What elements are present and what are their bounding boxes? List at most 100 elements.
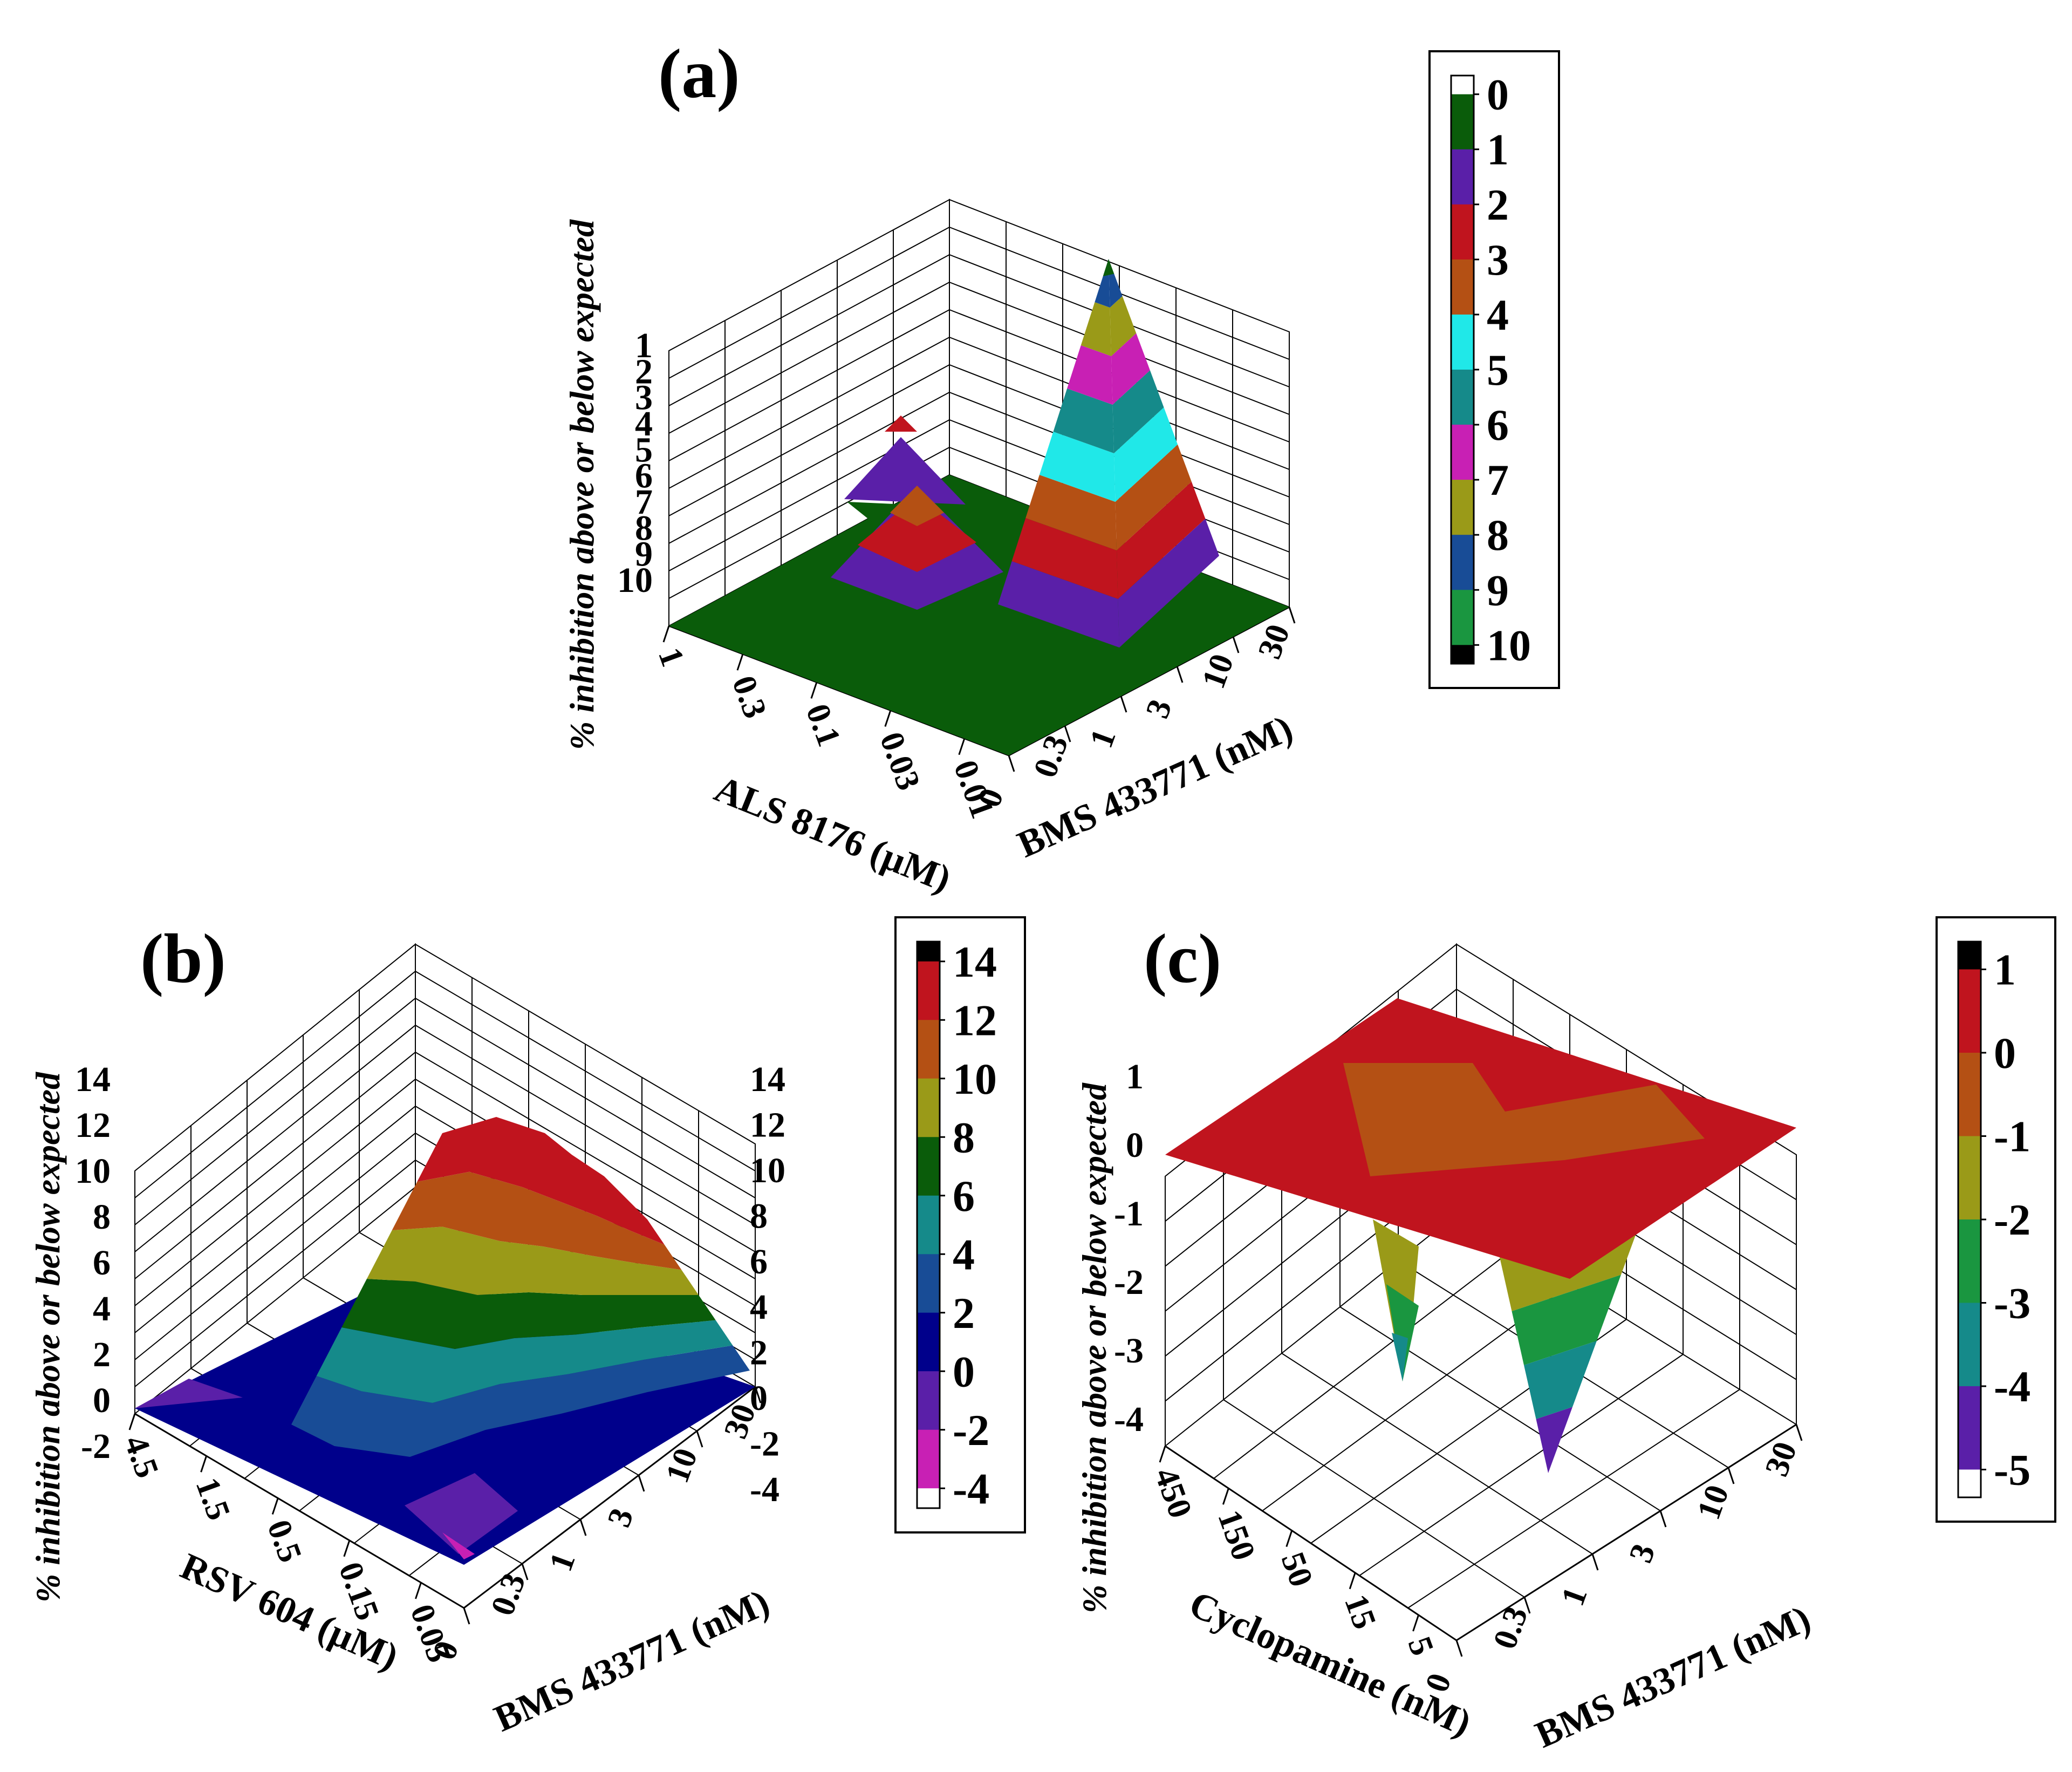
- legend-swatch: [1451, 94, 1474, 150]
- y-tick-label: 3: [600, 1503, 641, 1531]
- x-axis-title: ALS 8176 (µM): [709, 768, 956, 900]
- x-tick-label: 15: [1337, 1590, 1383, 1634]
- grid-line: [668, 227, 950, 379]
- legend-label: 9: [1487, 565, 1509, 615]
- peak-facet: [1114, 407, 1178, 502]
- legend-swatch: [1451, 259, 1474, 315]
- x-axis-title: Cyclopamine (nM): [1183, 1583, 1477, 1744]
- peak-facet: [1115, 444, 1192, 550]
- peak-facet: [858, 496, 976, 572]
- y-tick-label: 30: [1251, 619, 1297, 664]
- legend-label: 1: [1487, 125, 1509, 174]
- y-tick-mark: [463, 1607, 470, 1625]
- grid-line: [134, 1052, 416, 1279]
- z-tick-label: 10: [617, 561, 653, 600]
- y-tick-label: 1: [1554, 1582, 1595, 1610]
- grid-line: [668, 364, 950, 516]
- x-tick-label: 0.1: [799, 699, 847, 751]
- z-tick-label: 12: [75, 1106, 111, 1145]
- x-tick-mark: [1222, 1488, 1229, 1505]
- x-tick-mark: [1349, 1572, 1356, 1590]
- ridge-facet: [417, 1117, 665, 1245]
- y-tick-mark: [1064, 725, 1071, 742]
- x-tick-label: 0.5: [260, 1515, 309, 1567]
- y-tick-mark: [696, 1430, 703, 1448]
- legend-label: 3: [1487, 235, 1509, 284]
- z-tick-label-right: 14: [750, 1060, 785, 1099]
- z-tick-label: 10: [75, 1151, 111, 1191]
- y-tick-label: 3: [1139, 694, 1179, 723]
- z-tick-label: 3: [635, 378, 653, 418]
- legend-label: 14: [953, 937, 997, 986]
- z-tick-label: -2: [81, 1427, 111, 1466]
- x-tick-mark: [1412, 1614, 1419, 1632]
- legend-label: 6: [1487, 400, 1509, 449]
- legend-swatch: [1958, 942, 1981, 970]
- z-tick-label-right: 6: [750, 1242, 768, 1282]
- x-tick-mark: [128, 1413, 136, 1430]
- z-axis-title: % inhibition above or below expected: [563, 219, 601, 750]
- legend-label: 5: [1487, 345, 1509, 394]
- legend-label: -2: [953, 1406, 989, 1455]
- dip-facet: [442, 1532, 475, 1559]
- z-tick-label: 5: [635, 430, 653, 469]
- dip-facet: [1392, 1333, 1408, 1381]
- legend-swatch: [1451, 535, 1474, 591]
- z-axis-title: % inhibition above or below expected: [29, 1072, 67, 1603]
- legend-swatch: [1451, 590, 1474, 646]
- peak-facet: [1112, 370, 1164, 453]
- z-tick-label-right: -2: [750, 1425, 779, 1464]
- dip-facet: [1536, 1407, 1572, 1473]
- dip-facet: [405, 1473, 518, 1554]
- y-tick-label: 0.3: [1486, 1602, 1535, 1654]
- x-tick-mark: [884, 710, 892, 727]
- legend-swatch: [1958, 1219, 1981, 1304]
- y-tick-mark: [1659, 1510, 1667, 1528]
- x-tick-label: 0.3: [725, 671, 774, 723]
- peak-facet: [1011, 518, 1118, 599]
- z-tick-label: 2: [93, 1335, 111, 1374]
- y-tick-mark: [1008, 755, 1015, 772]
- legend-label: -4: [1994, 1362, 2030, 1411]
- z-tick-label: 4: [93, 1289, 111, 1328]
- peak-facet: [1117, 481, 1206, 599]
- legend-label: 4: [953, 1230, 975, 1279]
- floor-edge: [463, 1386, 756, 1609]
- y-tick-mark: [1795, 1424, 1803, 1441]
- legend-label: 6: [953, 1171, 975, 1221]
- grid-line: [134, 971, 416, 1198]
- legend-swatch: [1958, 1136, 1981, 1220]
- legend-swatch: [1451, 425, 1474, 481]
- z-tick-label: -4: [1114, 1400, 1144, 1439]
- legend-swatch: [917, 1020, 940, 1079]
- ridge-facet: [291, 1345, 750, 1457]
- legend-swatch: [1451, 76, 1474, 95]
- z-tick-label: 6: [93, 1243, 111, 1283]
- z-axis-title: % inhibition above or below expected: [1075, 1082, 1113, 1613]
- x-tick-mark: [1285, 1530, 1293, 1547]
- surface-facet: [1343, 1063, 1705, 1176]
- y-tick-label: 0.3: [484, 1569, 532, 1620]
- z-tick-label: -3: [1114, 1331, 1144, 1371]
- y-tick-label: 10: [1195, 649, 1241, 693]
- y-tick-mark: [1727, 1467, 1735, 1484]
- ridge-facet: [392, 1171, 682, 1270]
- x-tick-label: 5: [1400, 1632, 1441, 1660]
- floor-grid-line: [1359, 1354, 1684, 1576]
- z-tick-label-right: 2: [750, 1333, 768, 1373]
- y-tick-mark: [1523, 1597, 1531, 1614]
- z-tick-label: 0: [93, 1381, 111, 1420]
- floor-edge: [1165, 1445, 1457, 1641]
- z-tick-label: 4: [635, 404, 653, 444]
- grid-line: [134, 1025, 416, 1252]
- legend-swatch: [917, 961, 940, 1021]
- z-tick-label: -2: [1114, 1263, 1144, 1302]
- legend-swatch: [917, 1254, 940, 1313]
- x-tick-label: 150: [1211, 1505, 1262, 1565]
- grid-line: [134, 1160, 416, 1387]
- z-tick-label: 8: [635, 508, 653, 548]
- legend-swatch: [917, 1488, 940, 1509]
- legend-label: -4: [953, 1464, 989, 1513]
- legend-label: 2: [953, 1289, 975, 1338]
- legend-bar-outline: [916, 940, 941, 1509]
